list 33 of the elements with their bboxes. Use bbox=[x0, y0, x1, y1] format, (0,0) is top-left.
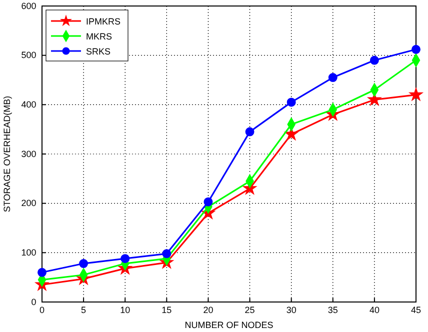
y-tick-label: 0 bbox=[31, 296, 36, 307]
x-tick-label: 20 bbox=[203, 305, 214, 316]
point bbox=[286, 98, 296, 107]
y-tick-label: 500 bbox=[21, 50, 36, 60]
point bbox=[38, 268, 46, 277]
point bbox=[412, 44, 420, 54]
legend-label: SRKS bbox=[86, 46, 111, 56]
point bbox=[409, 88, 423, 100]
legend-label: IPMKRS bbox=[86, 16, 121, 26]
y-tick-label: 300 bbox=[21, 148, 36, 159]
point bbox=[204, 197, 213, 206]
y-tick-label: 100 bbox=[21, 248, 36, 258]
point bbox=[245, 127, 254, 136]
x-tick-label: 45 bbox=[410, 305, 422, 316]
point bbox=[120, 254, 130, 264]
x-tick-label: 35 bbox=[328, 305, 338, 316]
x-tick-label: 25 bbox=[244, 305, 255, 316]
y-axis-title: STORAGE OVERHEAD(MB) bbox=[2, 96, 12, 212]
point bbox=[328, 73, 338, 82]
legend-label: MKRS bbox=[86, 32, 112, 42]
x-tick-label: 10 bbox=[120, 305, 130, 316]
y-tick-label: 600 bbox=[21, 0, 36, 11]
y-tick-label: 400 bbox=[21, 100, 36, 110]
x-tick-label: 15 bbox=[162, 305, 172, 316]
point bbox=[162, 249, 172, 258]
x-tick-label: 40 bbox=[369, 305, 380, 316]
x-axis-title: NUMBER OF NODES bbox=[184, 320, 274, 330]
x-tick-label: 0 bbox=[39, 305, 45, 316]
point bbox=[370, 56, 379, 65]
point bbox=[79, 259, 88, 268]
x-tick-label: 30 bbox=[286, 305, 296, 316]
x-tick-label: 5 bbox=[81, 305, 86, 316]
y-tick-label: 200 bbox=[21, 198, 36, 208]
